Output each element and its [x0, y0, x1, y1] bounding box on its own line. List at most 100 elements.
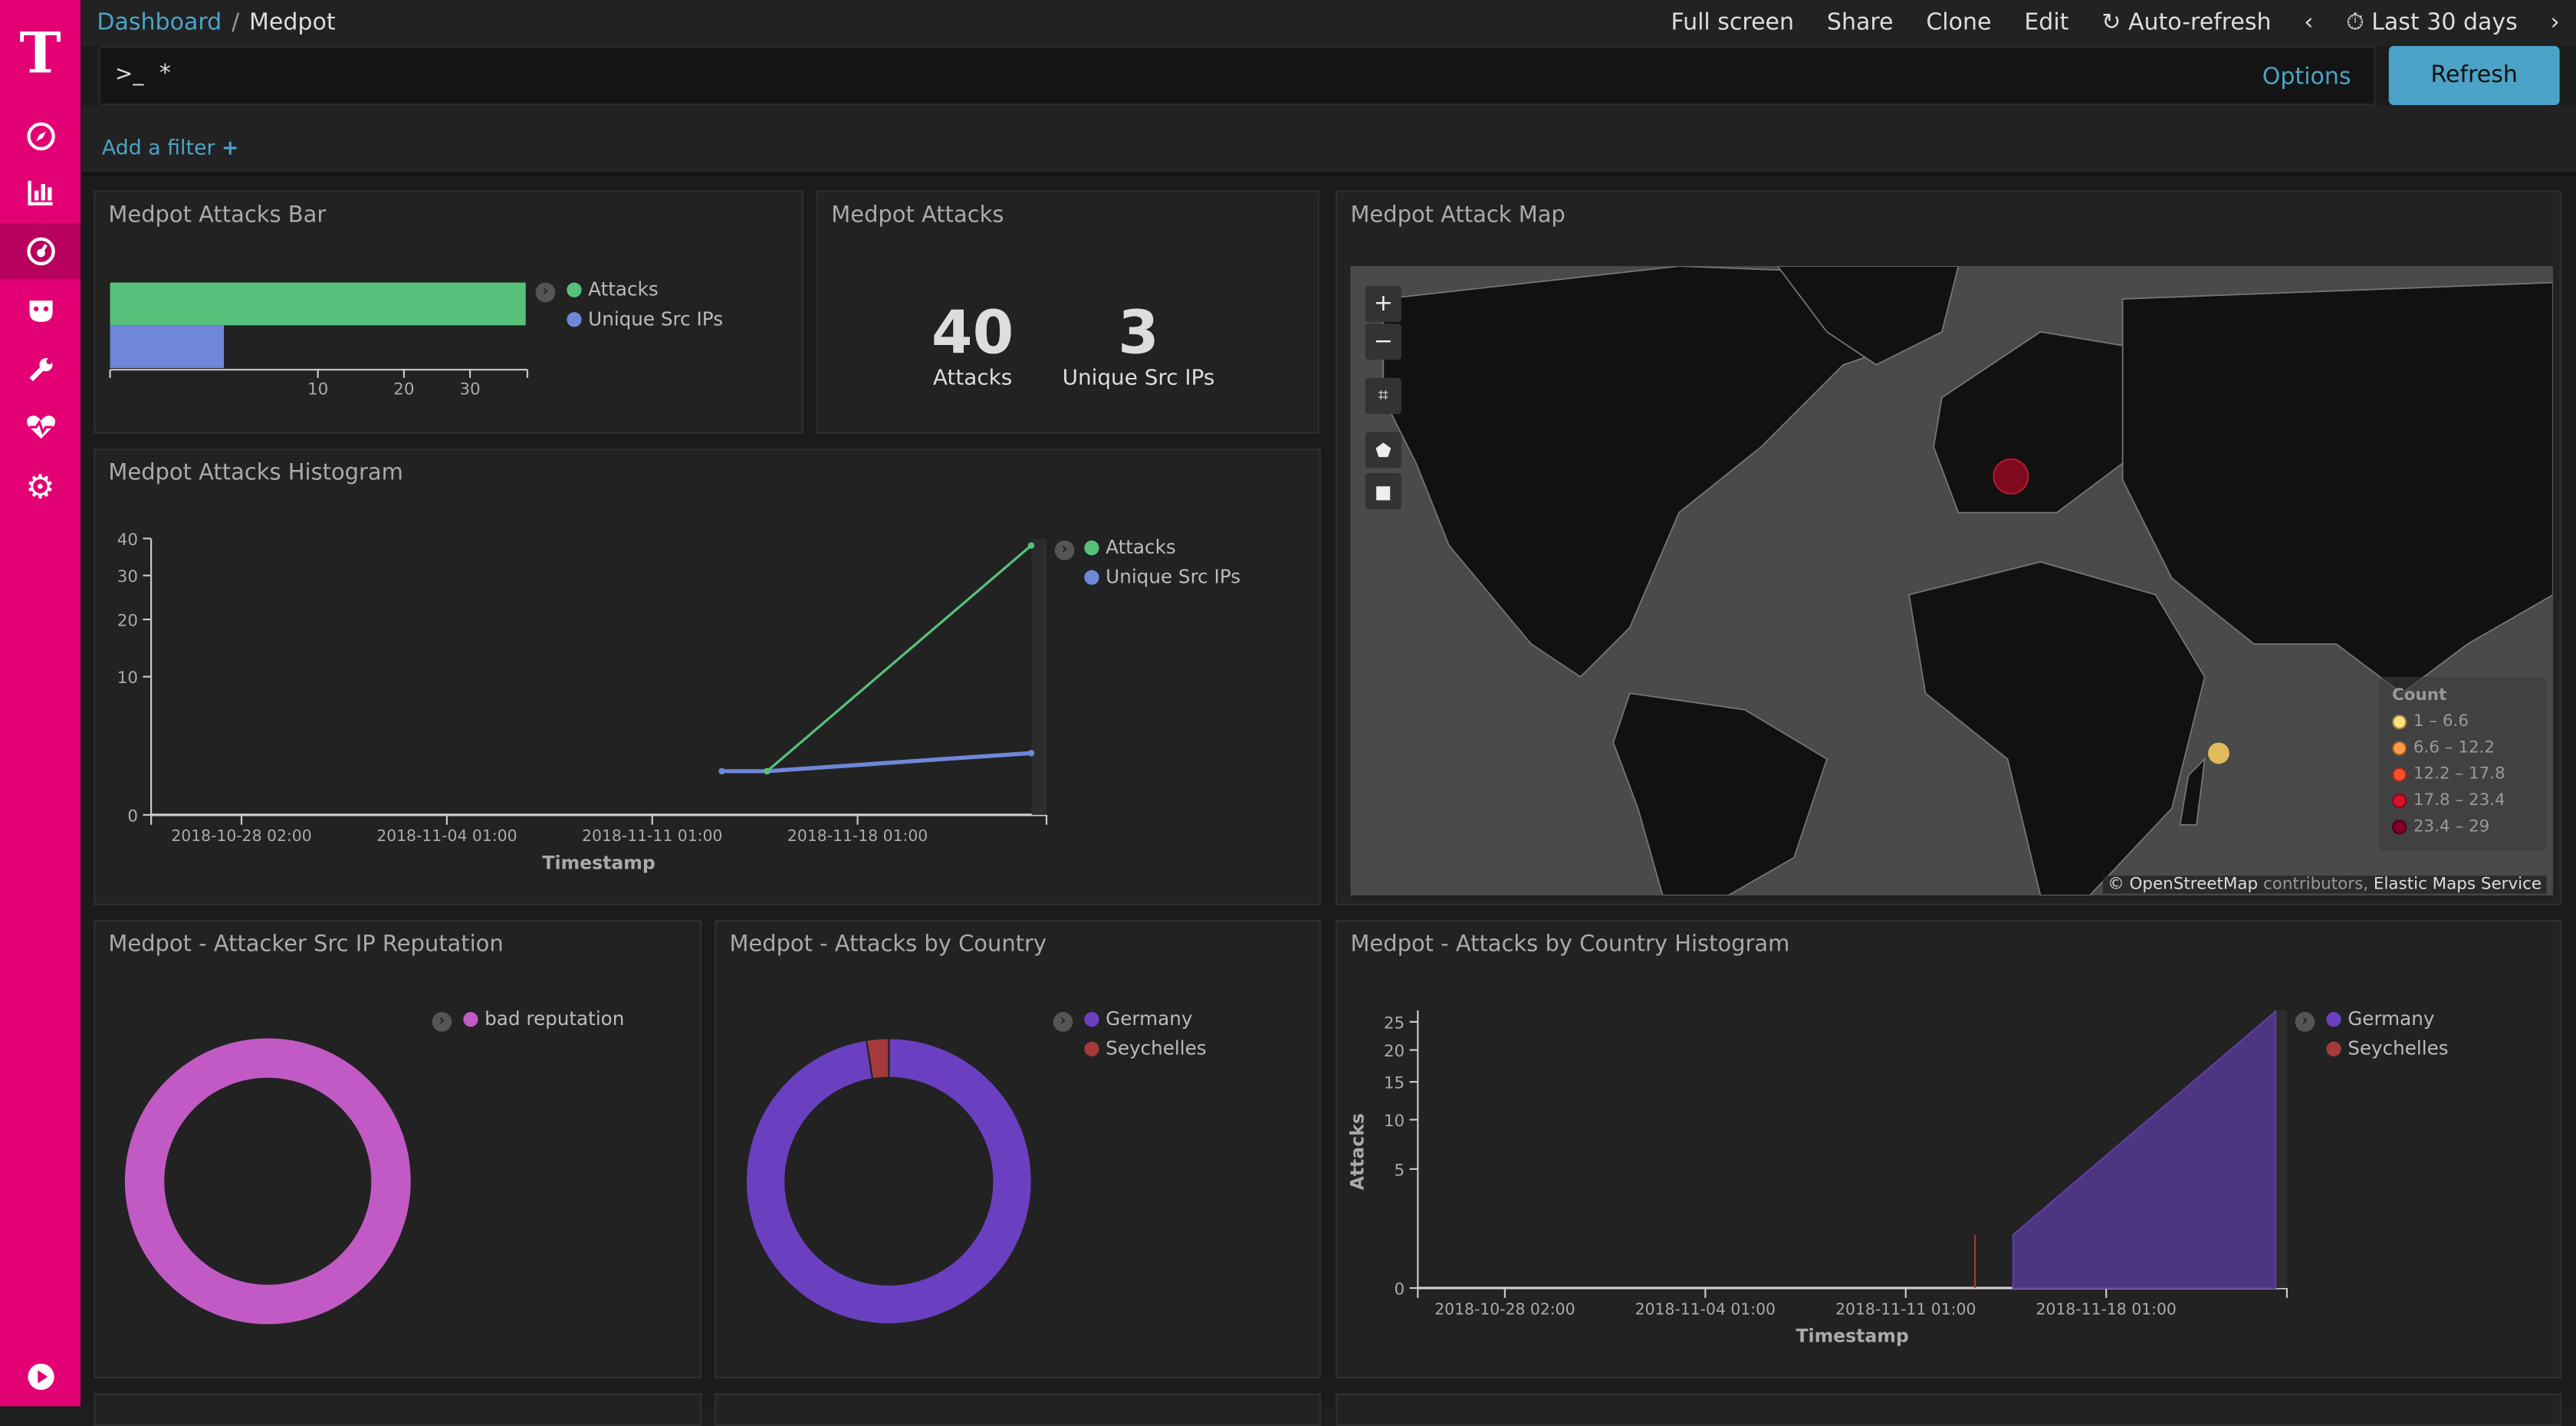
legend-item-seychelles[interactable]: Seychelles: [1084, 1033, 1207, 1063]
legend-item-germany[interactable]: Germany: [2326, 1004, 2448, 1033]
draw-polygon-icon[interactable]: ⬟: [1365, 432, 1401, 468]
legend-item-germany[interactable]: Germany: [1084, 1004, 1206, 1033]
map-legend-item: 23.4 – 29: [2392, 813, 2533, 840]
legend-dot: [2392, 740, 2407, 755]
map-marker-seychelles[interactable]: [2208, 742, 2229, 764]
clone-button[interactable]: Clone: [1926, 9, 1992, 37]
x-tick-label: 10: [307, 380, 328, 399]
y-tick-label: 10: [1384, 1112, 1405, 1131]
panel-title: Medpot - Attacker Src IP Reputation: [108, 932, 504, 958]
y-tick-label: 40: [117, 531, 138, 550]
panel-title: Medpot Attacks Histogram: [108, 460, 403, 487]
legend-toggle-icon[interactable]: ›: [535, 282, 556, 303]
metric-value: 40: [931, 301, 1014, 369]
monitoring-heartbeat-icon[interactable]: [0, 399, 80, 455]
legend-label: Attacks: [1106, 535, 1176, 559]
edit-button[interactable]: Edit: [2024, 9, 2069, 37]
refresh-button[interactable]: Refresh: [2388, 46, 2560, 106]
osm-link[interactable]: © OpenStreetMap: [2108, 876, 2259, 894]
africa: [1908, 560, 2206, 895]
panel-attacks-bar: Medpot Attacks Bar 10 20 30 › Attacks Uniq…: [94, 190, 803, 434]
y-axis-title: Attacks: [1347, 1113, 1368, 1190]
panel-attacks-metric: Medpot Attacks 40 Attacks 3 Unique Src IPs: [816, 190, 1319, 434]
fit-bounds-crop-icon[interactable]: ⌗: [1365, 377, 1401, 415]
bar-chart: 10 20 30: [109, 282, 528, 399]
legend-label: 12.2 – 17.8: [2413, 764, 2505, 784]
breadcrumb-dashboard[interactable]: Dashboard: [97, 9, 222, 37]
legend-toggle-icon[interactable]: ›: [1054, 540, 1075, 560]
legend-label: Germany: [1106, 1007, 1193, 1030]
visualize-icon[interactable]: [0, 164, 80, 220]
legend-label: Seychelles: [1106, 1037, 1207, 1060]
line-chart: 2018-10-28 02:00 2018-11-04 01:00 2018-11-…: [117, 531, 1048, 874]
map-marker-germany[interactable]: [1993, 458, 2029, 495]
series-line-attacks: [766, 544, 1033, 773]
time-back-chevron-icon[interactable]: ‹: [2304, 9, 2314, 37]
zoom-out-button[interactable]: −: [1365, 324, 1401, 360]
options-button[interactable]: Options: [2262, 64, 2351, 90]
hover-band: [1031, 538, 1047, 815]
add-filter-button[interactable]: Add a filter +: [102, 135, 239, 159]
x-tick-label: 2018-11-18 01:00: [787, 826, 928, 845]
y-tick-label: 0: [127, 807, 138, 826]
legend: Attacks Unique Src IPs: [1084, 532, 1240, 591]
draw-rectangle-icon[interactable]: ■: [1365, 473, 1401, 510]
t-logo-icon[interactable]: T: [19, 21, 61, 87]
legend-item-unique[interactable]: Unique Src IPs: [1084, 562, 1240, 592]
madagascar: [2179, 757, 2206, 826]
legend-dot: [1084, 569, 1099, 584]
dashboard-icon[interactable]: [0, 223, 81, 280]
time-picker-button[interactable]: ⏱ Last 30 days: [2346, 10, 2517, 36]
legend-toggle-icon[interactable]: ›: [2295, 1012, 2315, 1032]
legend-dot: [463, 1010, 478, 1027]
map-canvas[interactable]: + − ⌗ ⬟ ■ Count 1 – 6.6 6.6 – 12.2 12.2 – …: [1350, 266, 2554, 895]
legend-label: 23.4 – 29: [2413, 817, 2490, 836]
map-legend-item: 6.6 – 12.2: [2392, 734, 2533, 761]
legend-label: Seychelles: [2348, 1037, 2449, 1060]
map-legend-title: Count: [2392, 686, 2447, 705]
panel-partial: [94, 1393, 702, 1426]
top-nav: Dashboard / Medpot Full screen Share Clo…: [80, 0, 2576, 47]
legend-dot: [567, 311, 582, 327]
europe: [1933, 330, 2141, 514]
legend-item-attacks[interactable]: Attacks: [1084, 532, 1240, 562]
legend-item-bad-reputation[interactable]: bad reputation: [463, 1004, 624, 1033]
legend-label: 6.6 – 12.2: [2413, 738, 2496, 757]
legend-dot: [1084, 1010, 1099, 1027]
legend-toggle-icon[interactable]: ›: [1053, 1012, 1073, 1032]
area-germany: [2012, 1009, 2277, 1290]
legend-dot: [1084, 1040, 1099, 1056]
legend-item-seychelles[interactable]: Seychelles: [2326, 1033, 2449, 1063]
legend-dot: [2392, 819, 2407, 834]
map-legend-item: 17.8 – 23.4: [2392, 787, 2533, 813]
collapse-play-icon[interactable]: [0, 1349, 80, 1405]
x-tick-label: 30: [459, 380, 480, 399]
time-forward-chevron-icon[interactable]: ›: [2550, 9, 2560, 37]
donut-slice-germany: [744, 1037, 1033, 1326]
zoom-in-button[interactable]: +: [1365, 285, 1401, 323]
full-screen-button[interactable]: Full screen: [1671, 9, 1795, 37]
machine-learning-icon[interactable]: [0, 283, 80, 339]
auto-refresh-button[interactable]: ↻ Auto-refresh: [2101, 10, 2271, 36]
ems-link[interactable]: Elastic Maps Service: [2373, 876, 2542, 894]
donut-slice-seychelles: [865, 1037, 890, 1080]
y-tick-label: 0: [1395, 1280, 1405, 1300]
management-gear-icon[interactable]: ⚙: [25, 466, 55, 507]
y-tick-label: 20: [1384, 1042, 1405, 1061]
top-menu: Full screen Share Clone Edit ↻ Auto-refr…: [1671, 10, 2559, 36]
donut-chart: [744, 1037, 1033, 1326]
legend-dot: [2392, 766, 2407, 781]
query-input[interactable]: >_ * Options: [98, 46, 2376, 106]
x-tick-label: 2018-11-18 01:00: [2036, 1300, 2177, 1318]
legend-toggle-icon[interactable]: ›: [432, 1012, 452, 1032]
breadcrumb: Dashboard / Medpot: [97, 10, 335, 36]
dev-tools-wrench-icon[interactable]: [0, 342, 80, 398]
metric-label: Attacks: [932, 366, 1013, 392]
legend-dot: [2326, 1040, 2341, 1056]
legend-item-unique[interactable]: Unique Src IPs: [567, 304, 723, 334]
discover-compass-icon[interactable]: [0, 108, 80, 164]
legend-item-attacks[interactable]: Attacks: [567, 274, 723, 304]
panel-ip-reputation: Medpot - Attacker Src IP Reputation › ba…: [94, 920, 702, 1378]
share-button[interactable]: Share: [1826, 9, 1894, 37]
add-filter-label: Add a filter: [101, 134, 215, 159]
